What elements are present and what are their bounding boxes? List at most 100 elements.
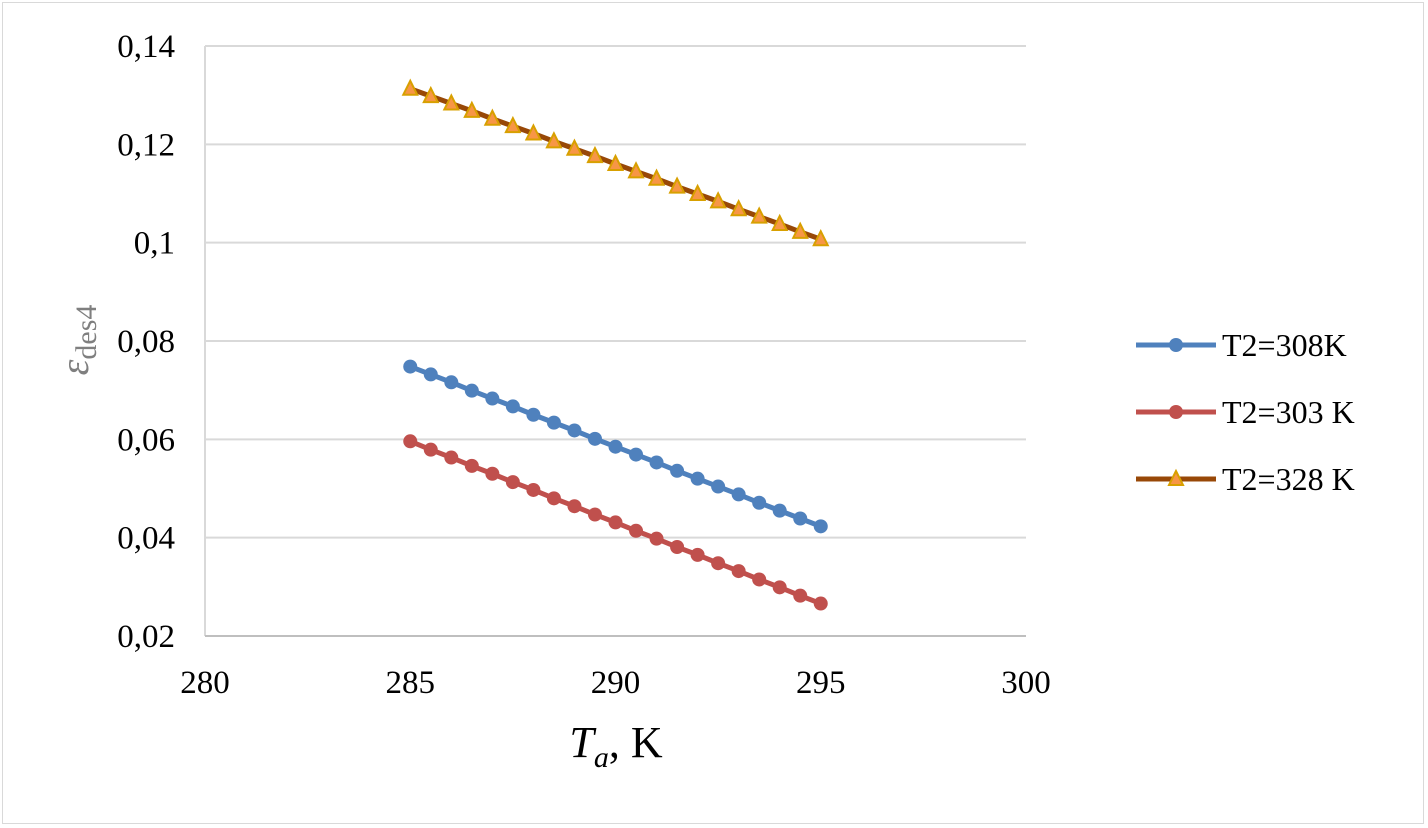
- data-point: [485, 391, 500, 406]
- data-point: [629, 447, 644, 462]
- data-point: [401, 78, 419, 96]
- data-point: [793, 588, 808, 603]
- data-point: [813, 519, 828, 534]
- y-tick-label: 0,06: [117, 422, 175, 458]
- data-point: [587, 431, 602, 446]
- data-point: [483, 108, 501, 126]
- data-point: [423, 442, 438, 457]
- data-point: [567, 499, 582, 514]
- x-tick-label: 300: [1001, 665, 1051, 701]
- data-point: [690, 547, 705, 562]
- axes: [204, 46, 1026, 637]
- series-2: [403, 434, 828, 611]
- data-point: [690, 471, 705, 486]
- gridlines: [205, 45, 1026, 637]
- data-point: [463, 100, 481, 118]
- data-point: [752, 495, 767, 510]
- data-point: [772, 503, 787, 518]
- x-tick-label: 290: [591, 665, 641, 701]
- y-axis-title: εdes4: [52, 305, 103, 376]
- x-tick-label: 295: [796, 665, 846, 701]
- data-point: [505, 475, 520, 490]
- data-point: [791, 221, 809, 239]
- data-point: [606, 153, 625, 171]
- data-point: [526, 482, 541, 497]
- legend-swatch-marker: [1169, 338, 1183, 352]
- data-point: [442, 93, 460, 111]
- data-point: [524, 123, 543, 141]
- data-point: [546, 415, 561, 430]
- series-group: [401, 78, 830, 611]
- legend: T2=308K T2=303 K T2=328 K: [1136, 327, 1355, 497]
- data-point: [526, 407, 541, 422]
- data-point: [709, 191, 727, 209]
- data-point: [444, 375, 459, 390]
- x-tick-labels: 280 285 290 295 300: [180, 665, 1051, 701]
- data-point: [629, 523, 644, 538]
- data-point: [668, 176, 686, 194]
- x-axis-title-main: T: [569, 718, 597, 767]
- data-point: [608, 515, 623, 530]
- data-point: [403, 359, 418, 374]
- data-point: [444, 450, 459, 465]
- legend-item: T2=303 K: [1136, 394, 1355, 430]
- data-point: [731, 564, 746, 579]
- legend-swatch-marker: [1169, 405, 1183, 419]
- legend-item: T2=328 K: [1136, 461, 1355, 497]
- y-axis-title-sub: des4: [70, 305, 103, 360]
- y-tick-label: 0,04: [117, 521, 175, 557]
- data-point: [586, 145, 604, 164]
- data-point: [608, 439, 623, 454]
- data-point: [771, 213, 789, 231]
- data-point: [422, 85, 440, 104]
- y-tick-labels: 0,02 0,04 0,06 0,08 0,1 0,12 0,14: [117, 29, 175, 655]
- x-tick-label: 285: [386, 665, 436, 701]
- data-point: [752, 572, 767, 587]
- data-point: [504, 115, 522, 134]
- data-point: [750, 206, 768, 224]
- legend-label: T2=328 K: [1222, 461, 1355, 497]
- data-point: [505, 399, 520, 414]
- data-point: [649, 455, 664, 470]
- series-3: [401, 78, 830, 247]
- x-axis-title-rest: , K: [609, 718, 663, 767]
- y-axis-title-main: ε: [52, 359, 97, 375]
- data-point: [546, 491, 561, 506]
- data-point: [647, 168, 666, 186]
- data-point: [711, 479, 726, 494]
- x-axis-title: Ta, K: [569, 718, 662, 774]
- legend-item: T2=308K: [1136, 327, 1347, 363]
- data-point: [813, 596, 828, 611]
- data-point: [587, 507, 602, 522]
- legend-label: T2=308K: [1222, 327, 1347, 363]
- legend-swatch-marker: [1167, 468, 1185, 486]
- data-point: [567, 423, 582, 438]
- data-point: [772, 580, 787, 595]
- y-tick-label: 0,14: [117, 29, 175, 65]
- y-tick-label: 0,12: [117, 127, 175, 163]
- data-point: [464, 458, 479, 473]
- data-point: [730, 198, 748, 217]
- data-point: [670, 540, 685, 555]
- data-point: [670, 463, 685, 478]
- x-axis-title-sub: a: [594, 741, 609, 774]
- data-point: [711, 556, 726, 571]
- data-point: [649, 531, 664, 546]
- x-tick-label: 280: [180, 665, 230, 701]
- data-point: [812, 228, 830, 247]
- y-tick-label: 0,02: [117, 619, 175, 655]
- data-point: [545, 131, 563, 149]
- legend-label: T2=303 K: [1222, 394, 1355, 430]
- y-tick-label: 0,1: [134, 226, 175, 262]
- data-point: [688, 183, 707, 201]
- data-point: [464, 383, 479, 398]
- y-tick-label: 0,08: [117, 324, 175, 360]
- data-point: [485, 466, 500, 481]
- data-point: [731, 487, 746, 502]
- series-1: [403, 359, 828, 534]
- data-point: [793, 511, 808, 526]
- data-point: [627, 161, 645, 179]
- data-point: [565, 138, 584, 156]
- data-point: [423, 367, 438, 382]
